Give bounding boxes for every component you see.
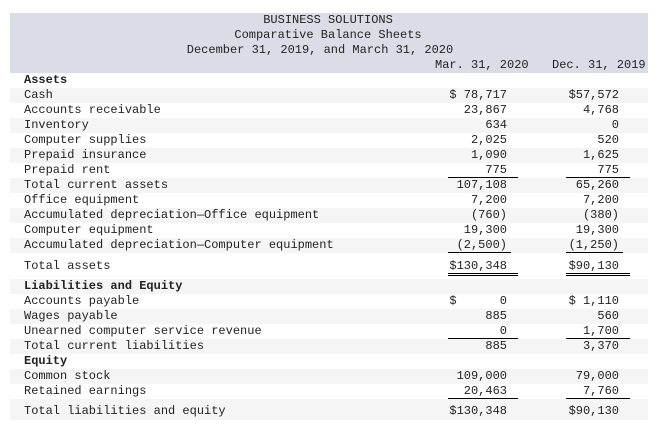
column-header-dec: Dec. 31, 2019 <box>552 58 646 72</box>
table-row: Retained earnings 20,463 7,760 <box>10 384 648 399</box>
mar-value: 0 <box>448 324 518 339</box>
mar-value: $ 78,717 <box>449 88 507 102</box>
table-row: Wages payable 885 560 <box>10 309 648 324</box>
dec-value: $90,130 <box>566 259 630 276</box>
table-row: Common stock 109,000 79,000 <box>10 369 648 384</box>
table-row: Inventory 634 0 <box>10 118 648 133</box>
dec-value: (380) <box>582 208 619 222</box>
dec-value <box>566 279 630 293</box>
row-label: Accounts payable <box>24 294 140 308</box>
table-row: Accounts payable $ 0 $ 1,110 <box>10 294 648 309</box>
mar-value: 107,108 <box>456 178 507 192</box>
table-row: Equity <box>10 354 648 369</box>
dec-value: 4,768 <box>582 103 619 117</box>
mar-value: 23,867 <box>463 103 507 117</box>
dec-value: 560 <box>597 309 619 323</box>
row-label: Cash <box>24 88 53 102</box>
row-label: Office equipment <box>24 193 140 207</box>
section-heading: Assets <box>24 73 68 87</box>
mar-value: $130,348 <box>448 259 518 276</box>
mar-value: $130,348 <box>449 404 507 418</box>
table-row: Office equipment 7,200 7,200 <box>10 193 648 208</box>
section-heading: Liabilities and Equity <box>24 279 183 293</box>
row-label: Retained earnings <box>24 384 147 398</box>
table-row: Accounts receivable 23,867 4,768 <box>10 103 648 118</box>
sheet-title: Comparative Balance Sheets <box>234 28 422 42</box>
dec-value: 775 <box>566 163 630 178</box>
row-label: Unearned computer service revenue <box>24 324 262 338</box>
sheet-period: December 31, 2019, and March 31, 2020 <box>186 43 454 57</box>
mar-value: (2,500) <box>448 238 511 253</box>
table-row: Cash $ 78,717 $57,572 <box>10 88 648 103</box>
row-label: Accumulated depreciation—Computer equipm… <box>24 238 334 252</box>
dec-value: $90,130 <box>568 404 619 418</box>
dec-value: 7,200 <box>582 193 619 207</box>
row-label: Total current liabilities <box>24 339 205 353</box>
row-label: Total liabilities and equity <box>24 404 226 418</box>
dec-value <box>566 354 630 368</box>
company-name: BUSINESS SOLUTIONS <box>263 13 393 27</box>
row-label: Common stock <box>24 369 111 383</box>
row-label: Total current assets <box>24 178 169 192</box>
row-label: Prepaid insurance <box>24 148 147 162</box>
dec-value: 1,625 <box>582 148 619 162</box>
table-row: Liabilities and Equity <box>10 279 648 294</box>
dec-value: 0 <box>611 118 619 132</box>
row-label: Accumulated depreciation—Office equipmen… <box>24 208 320 222</box>
mar-value: 775 <box>448 163 518 178</box>
sheet-rows: Assets Cash $ 78,717 $57,572 Accounts receiv… <box>10 73 648 420</box>
row-label: Computer supplies <box>24 133 147 147</box>
mar-value <box>448 73 518 87</box>
table-row: Prepaid rent 775 775 <box>10 163 648 178</box>
dec-value: 19,300 <box>575 223 619 237</box>
table-row: Unearned computer service revenue 0 1,700 <box>10 324 648 339</box>
dec-value: 65,260 <box>575 178 619 192</box>
balance-sheet: BUSINESS SOLUTIONS Comparative Balance S… <box>10 13 648 420</box>
table-row: Total current liabilities 885 3,370 <box>10 339 648 354</box>
dec-value: $ 1,110 <box>568 294 619 308</box>
mar-value: 109,000 <box>456 369 507 383</box>
table-row: Total liabilities and equity $130,348 $90,… <box>10 399 648 420</box>
row-label: Prepaid rent <box>24 163 111 177</box>
table-row: Accumulated depreciation—Office equipmen… <box>10 208 648 223</box>
table-row: Prepaid insurance 1,090 1,625 <box>10 148 648 163</box>
row-label: Accounts receivable <box>24 103 161 117</box>
mar-value: (760) <box>470 208 507 222</box>
dec-value: 79,000 <box>575 369 619 383</box>
mar-value: 7,200 <box>470 193 507 207</box>
section-heading: Equity <box>24 354 68 368</box>
mar-value <box>448 279 518 293</box>
row-label: Wages payable <box>24 309 118 323</box>
table-row: Accumulated depreciation—Computer equipm… <box>10 238 648 253</box>
mar-value: 19,300 <box>463 223 507 237</box>
row-label: Inventory <box>24 118 89 132</box>
column-header-mar: Mar. 31, 2020 <box>435 58 529 72</box>
dec-value: 3,370 <box>582 339 619 353</box>
table-row: Total assets $130,348 $90,130 <box>10 253 648 279</box>
dec-value <box>566 73 630 87</box>
sheet-header: BUSINESS SOLUTIONS Comparative Balance S… <box>10 13 648 73</box>
mar-value: 2,025 <box>470 133 507 147</box>
mar-value: 885 <box>485 339 507 353</box>
mar-value: $ 0 <box>449 294 507 308</box>
table-row: Computer equipment 19,300 19,300 <box>10 223 648 238</box>
dec-value: (1,250) <box>566 238 623 253</box>
dec-value: 520 <box>597 133 619 147</box>
table-row: Assets <box>10 73 648 88</box>
row-label: Computer equipment <box>24 223 154 237</box>
table-row: Total current assets 107,108 65,260 <box>10 178 648 193</box>
table-row: Computer supplies 2,025 520 <box>10 133 648 148</box>
mar-value: 1,090 <box>470 148 507 162</box>
mar-value: 885 <box>485 309 507 323</box>
dec-value: 7,760 <box>566 384 630 399</box>
row-label: Total assets <box>24 259 111 273</box>
dec-value: 1,700 <box>566 324 630 339</box>
mar-value: 634 <box>485 118 507 132</box>
mar-value <box>448 354 518 368</box>
dec-value: $57,572 <box>568 88 619 102</box>
mar-value: 20,463 <box>448 384 518 399</box>
